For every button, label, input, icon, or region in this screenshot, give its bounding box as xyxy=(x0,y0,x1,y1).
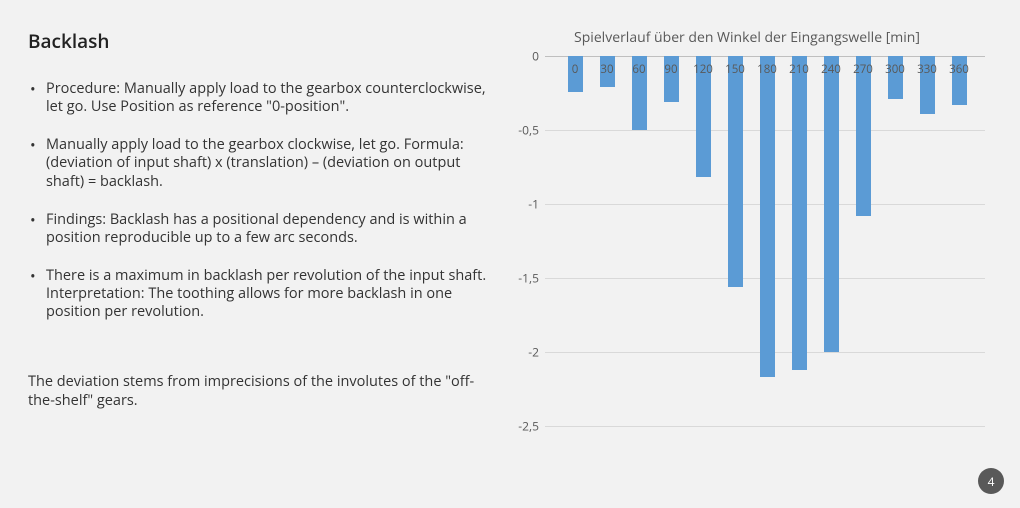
chart-x-axis-label: 300 xyxy=(885,62,905,77)
chart-bar xyxy=(792,56,807,370)
chart-x-axis-label: 60 xyxy=(632,62,645,77)
slide: Backlash Procedure: Manually apply load … xyxy=(0,0,1020,508)
right-column: Spielverlauf über den Winkel der Eingang… xyxy=(503,28,993,488)
chart-x-axis-label: 0 xyxy=(572,62,579,77)
list-item: Manually apply load to the gearbox clock… xyxy=(28,136,488,190)
page-number: 4 xyxy=(988,473,995,490)
chart-bar xyxy=(760,56,775,377)
chart-x-axis-label: 330 xyxy=(917,62,937,77)
chart-x-axis-label: 90 xyxy=(664,62,677,77)
chart-x-axis-label: 270 xyxy=(853,62,873,77)
chart-bars: 0 30 60 90 120 150 180 210 240 270 300 330 360 xyxy=(545,56,985,426)
left-column: Backlash Procedure: Manually apply load … xyxy=(28,28,503,488)
list-item: Findings: Backlash has a positional depe… xyxy=(28,211,488,247)
chart-bar xyxy=(728,56,743,287)
chart-y-axis-label: -2 xyxy=(503,344,539,361)
chart-bar xyxy=(824,56,839,352)
backlash-chart: Spielverlauf über den Winkel der Eingang… xyxy=(503,28,991,438)
list-item: There is a maximum in backlash per revol… xyxy=(28,267,488,321)
footnote-text: The deviation stems from imprecisions of… xyxy=(28,373,488,411)
chart-bar xyxy=(856,56,871,216)
chart-x-axis-label: 180 xyxy=(757,62,777,77)
chart-x-axis-label: 120 xyxy=(693,62,713,77)
chart-x-axis-label: 30 xyxy=(600,62,613,77)
chart-x-axis-label: 210 xyxy=(789,62,809,77)
page-title: Backlash xyxy=(28,28,488,54)
chart-y-axis-label: -0,5 xyxy=(503,122,539,139)
chart-title: Spielverlauf über den Winkel der Eingang… xyxy=(503,28,991,47)
list-item: Procedure: Manually apply load to the ge… xyxy=(28,80,488,116)
chart-x-axis-label: 240 xyxy=(821,62,841,77)
chart-y-axis-label: 0 xyxy=(503,48,539,65)
bullet-list: Procedure: Manually apply load to the ge… xyxy=(28,80,488,321)
page-number-badge: 4 xyxy=(978,468,1004,494)
chart-x-axis-label: 360 xyxy=(949,62,969,77)
chart-y-axis-label: -2,5 xyxy=(503,418,539,435)
chart-gridline xyxy=(545,426,985,427)
chart-y-axis-label: -1,5 xyxy=(503,270,539,287)
chart-y-axis-label: -1 xyxy=(503,196,539,213)
chart-x-axis-label: 150 xyxy=(725,62,745,77)
